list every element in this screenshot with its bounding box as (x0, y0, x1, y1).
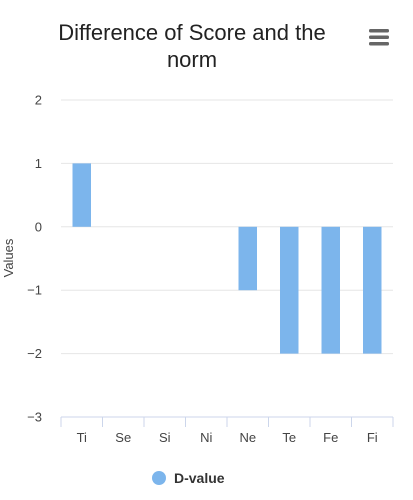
x-tick-label: Ti (77, 430, 87, 445)
y-tick-label: 0 (35, 219, 42, 234)
grid-lines (61, 99, 393, 355)
bar-fe[interactable] (321, 226, 341, 354)
chart-menu-button[interactable] (366, 24, 392, 50)
y-tick-label: −2 (27, 346, 42, 361)
y-tick-label: −1 (27, 283, 42, 298)
x-tick-label: Ne (239, 430, 256, 445)
hamburger-menu-icon (369, 29, 389, 46)
legend-label: D‑value (174, 470, 225, 486)
x-tick-label: Si (159, 430, 171, 445)
x-tick-label: Te (282, 430, 296, 445)
x-axis (60, 416, 394, 427)
x-tick-label: Fe (323, 430, 338, 445)
x-axis-tick-labels: Ti Se Si Ni Ne Te Fe Fi (77, 430, 378, 445)
bar-series (72, 163, 382, 354)
bar-te[interactable] (280, 226, 299, 354)
legend-swatch (152, 471, 166, 485)
x-tick-label: Se (115, 430, 131, 445)
y-tick-label: 2 (35, 93, 42, 108)
chart-title-line-1: Difference of Score and the (58, 20, 325, 45)
bar-ne[interactable] (238, 226, 258, 291)
bar-fi[interactable] (363, 226, 382, 354)
legend-item-d-value[interactable]: D‑value (152, 470, 225, 486)
bar-ti[interactable] (72, 163, 92, 227)
y-tick-label: 1 (35, 156, 42, 171)
y-axis-tick-labels: 2 1 0 −1 −2 −3 (27, 93, 42, 425)
y-axis-title: Values (1, 238, 16, 277)
x-tick-label: Fi (367, 430, 378, 445)
y-tick-label: −3 (27, 410, 42, 425)
x-tick-label: Ni (200, 430, 212, 445)
chart-title-line-2: norm (167, 47, 217, 72)
